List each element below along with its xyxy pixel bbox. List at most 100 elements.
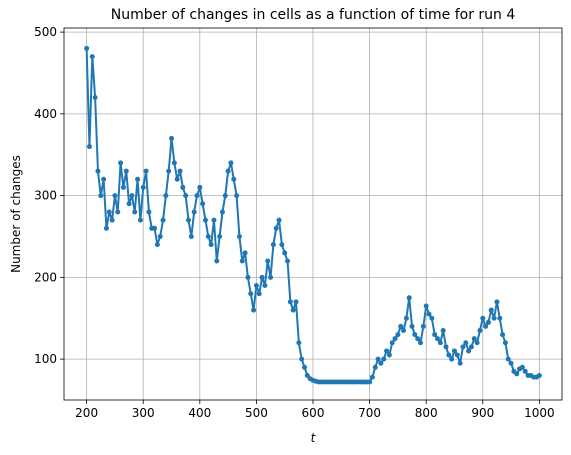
data-point	[415, 336, 421, 342]
data-point	[231, 176, 237, 182]
data-point	[166, 168, 172, 174]
data-point	[483, 323, 489, 329]
data-point	[296, 340, 302, 346]
data-point	[242, 250, 248, 256]
data-point	[423, 303, 429, 309]
data-point	[302, 364, 308, 370]
y-tick-label: 400	[34, 107, 57, 121]
data-point	[384, 348, 390, 354]
data-point	[109, 217, 115, 223]
data-point	[480, 315, 486, 321]
data-point	[92, 94, 98, 100]
data-point	[485, 319, 491, 325]
data-point	[457, 360, 463, 366]
data-point	[95, 168, 101, 174]
data-point	[129, 193, 135, 199]
data-point	[89, 54, 95, 60]
data-point	[135, 176, 141, 182]
data-point	[228, 160, 234, 166]
data-point	[378, 360, 384, 366]
data-point	[245, 274, 251, 280]
chart-title: Number of changes in cells as a function…	[111, 7, 516, 23]
data-point	[279, 242, 285, 248]
x-tick-label: 700	[358, 406, 381, 420]
data-point	[392, 336, 398, 342]
data-point	[208, 242, 214, 248]
data-point	[101, 176, 107, 182]
data-point	[183, 193, 189, 199]
data-point	[123, 168, 129, 174]
data-point	[160, 217, 166, 223]
data-point	[197, 184, 203, 190]
data-point	[514, 371, 520, 377]
data-point	[519, 364, 525, 370]
data-point	[372, 364, 378, 370]
data-point	[256, 291, 262, 297]
data-point	[126, 201, 132, 207]
data-point	[437, 340, 443, 346]
data-point	[273, 225, 279, 231]
data-point	[115, 209, 121, 215]
data-point	[265, 258, 271, 264]
data-point	[429, 315, 435, 321]
data-point	[251, 307, 257, 313]
data-point	[140, 184, 146, 190]
data-point	[180, 184, 186, 190]
data-point	[395, 332, 401, 338]
plot-frame	[63, 27, 563, 401]
y-tick-label: 300	[34, 189, 57, 203]
data-point	[214, 258, 220, 264]
data-point	[194, 193, 200, 199]
data-point	[474, 340, 480, 346]
data-point	[403, 315, 409, 321]
data-point	[299, 356, 305, 362]
x-tick-label: 900	[471, 406, 494, 420]
data-point	[386, 352, 392, 358]
data-point	[132, 209, 138, 215]
data-point	[432, 332, 438, 338]
data-point	[451, 348, 457, 354]
data-point	[497, 315, 503, 321]
data-point	[449, 356, 455, 362]
data-point	[112, 193, 118, 199]
data-point	[412, 332, 418, 338]
data-point	[154, 242, 160, 248]
data-point	[202, 217, 208, 223]
data-point	[118, 160, 124, 166]
data-point	[435, 336, 440, 342]
data-point	[259, 274, 265, 280]
data-point	[103, 225, 109, 231]
data-point	[84, 45, 90, 51]
data-point	[375, 356, 381, 362]
data-point	[304, 372, 310, 378]
data-point	[174, 176, 180, 182]
data-point	[234, 193, 240, 199]
data-point	[86, 144, 92, 150]
data-point	[536, 372, 542, 378]
data-point	[477, 328, 483, 334]
data-point	[268, 274, 274, 280]
data-point	[248, 291, 254, 297]
data-point	[420, 323, 426, 329]
data-point	[253, 283, 259, 289]
data-point	[236, 233, 242, 239]
data-point	[468, 344, 474, 350]
data-point	[163, 193, 169, 199]
data-point	[381, 356, 387, 362]
data-point	[460, 344, 466, 350]
data-point	[205, 233, 211, 239]
data-point	[287, 299, 293, 305]
data-point	[488, 307, 494, 313]
data-point	[211, 217, 217, 223]
data-point	[270, 242, 276, 248]
x-tick-label: 200	[75, 406, 98, 420]
data-point	[406, 295, 412, 301]
data-point	[446, 352, 452, 358]
data-point	[505, 356, 511, 362]
data-point	[367, 379, 373, 385]
data-point	[120, 184, 126, 190]
data-point	[502, 340, 508, 346]
data-point	[186, 217, 191, 223]
x-tick-label: 1000	[524, 406, 555, 420]
